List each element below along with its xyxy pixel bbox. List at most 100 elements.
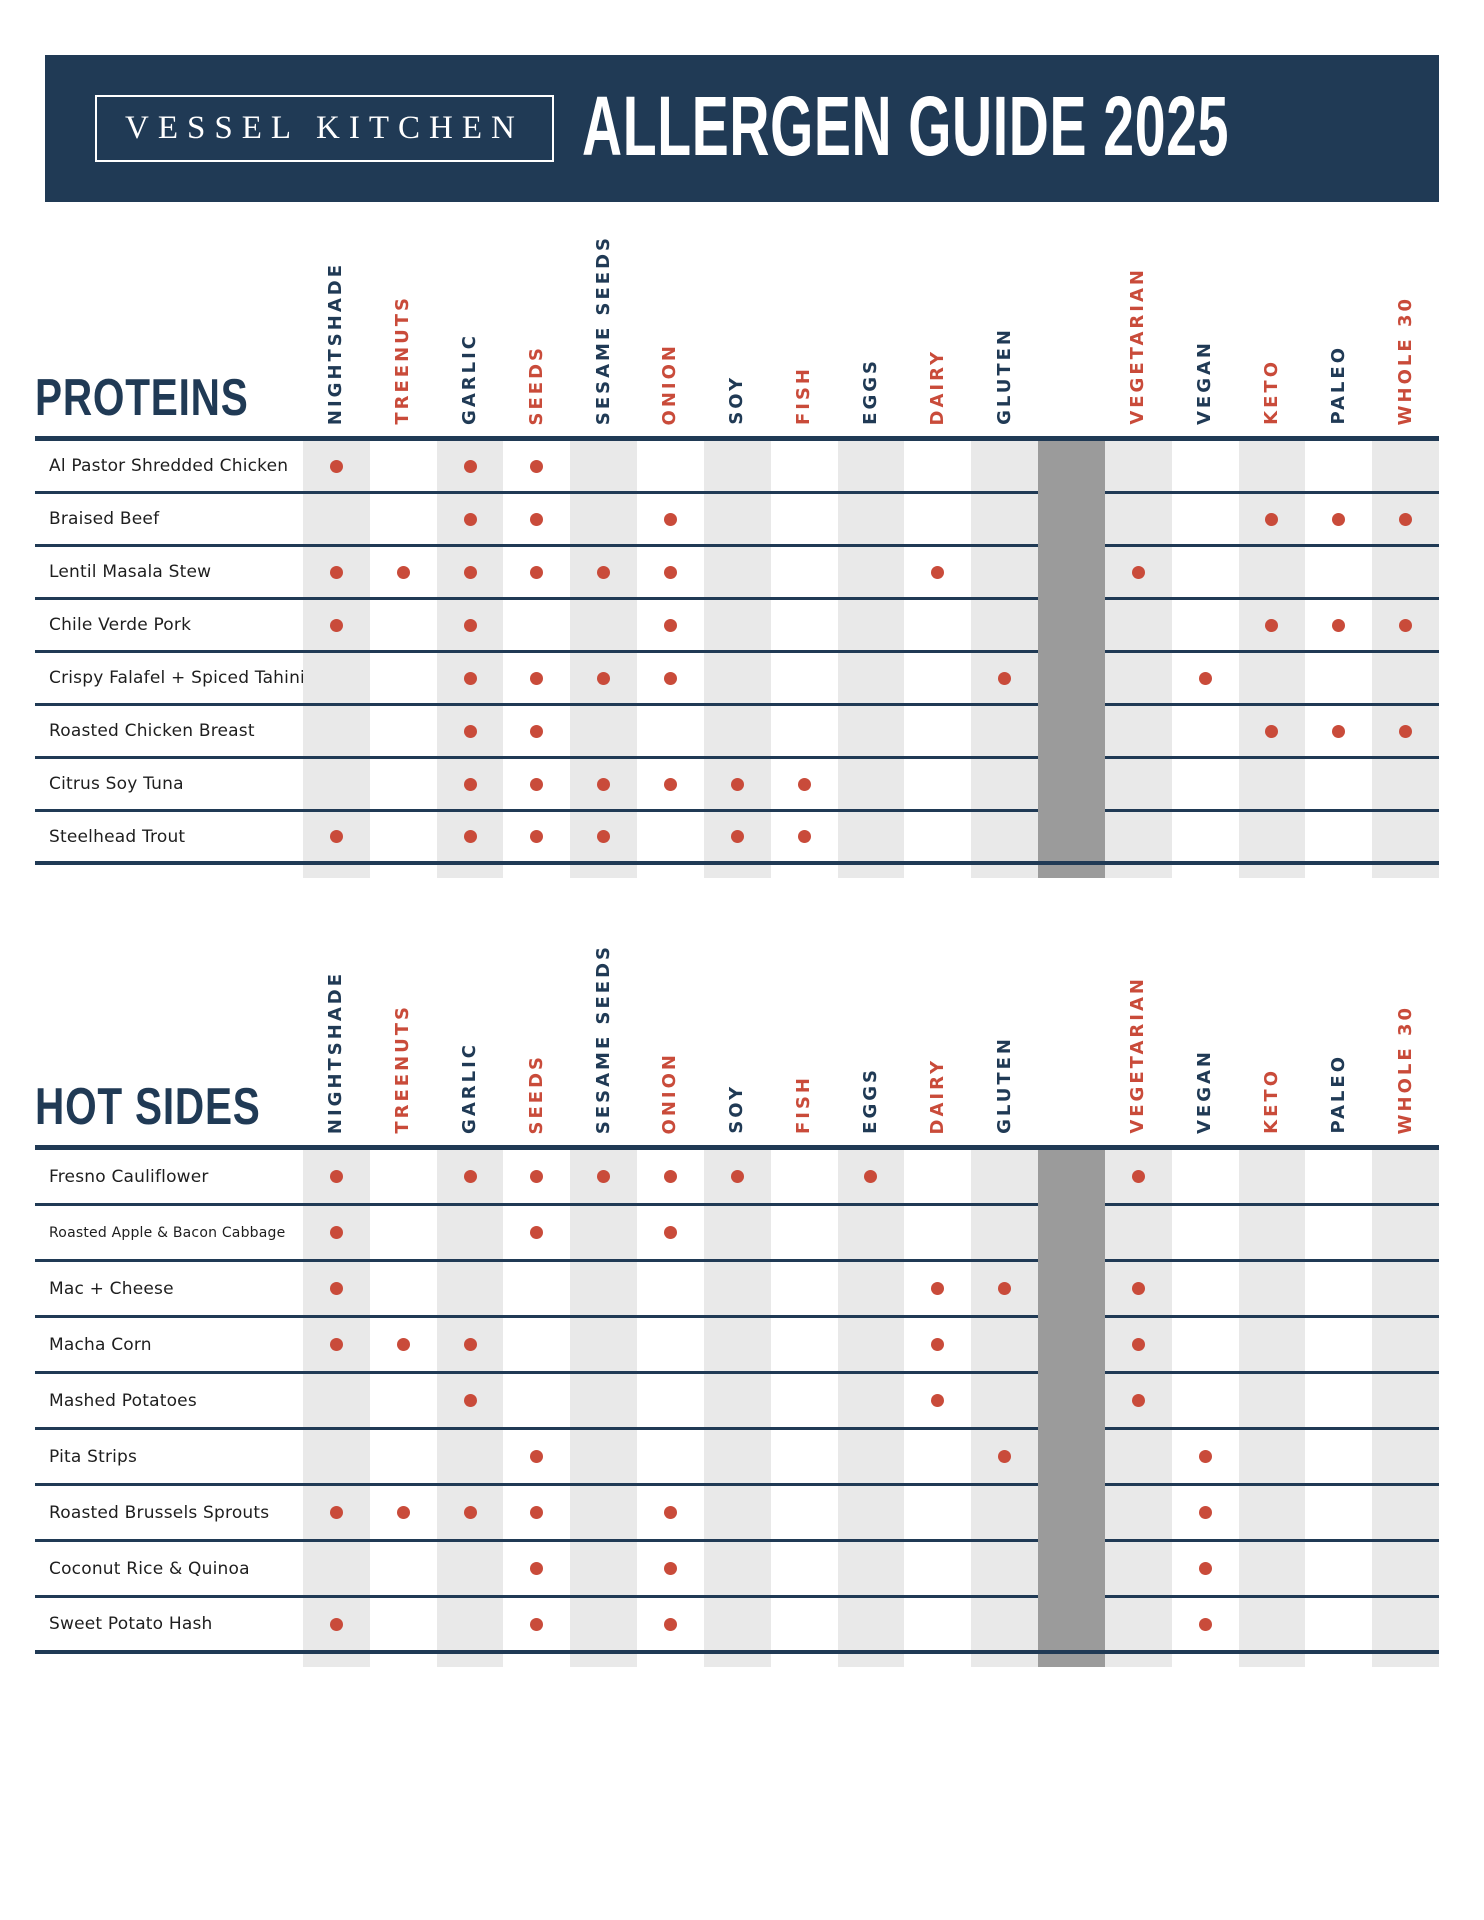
stub-cell [370,1654,437,1667]
cell-treenuts [370,1206,437,1259]
cell-sesame-seeds [570,759,638,809]
separator-column [1037,1318,1105,1374]
column-header-vegan: VEGAN [1172,203,1239,436]
cell-soy [703,706,771,756]
column-header-fish: FISH [771,203,838,436]
cell-nightshade [303,494,370,544]
column-headers-proteins: PROTEINS NIGHTSHADE TREENUTS GARLIC SEEDS SES… [35,203,1439,436]
cell-paleo [1305,494,1372,544]
cell-garlic [436,1374,504,1427]
cell-gluten [971,812,1038,861]
cell-soy [703,1206,771,1259]
mark-dot [463,671,477,685]
cell-keto [1238,1486,1306,1539]
cell-paleo [1305,1598,1372,1650]
cell-vegan [1172,1150,1239,1203]
column-header-label: GARLIC [459,333,481,425]
column-header-paleo: PALEO [1305,912,1372,1145]
cell-eggs [837,759,905,809]
separator-column [1037,1374,1105,1430]
cell-eggs [837,1150,905,1203]
cell-treenuts [370,706,437,756]
mark-dot [463,777,477,791]
mark-dot [1131,1338,1145,1351]
separator-column [1037,706,1105,759]
mark-dot [463,724,477,738]
cell-fish [771,1206,838,1259]
cell-fish [771,494,838,544]
row-label: Pita Strips [49,1446,138,1467]
separator-column-header-gap [1038,912,1105,1145]
row-label: Mac + Cheese [49,1278,174,1299]
cell-gluten [971,494,1038,544]
cell-paleo [1305,759,1372,809]
separator-column-header-gap [1038,203,1105,436]
cell-fish [771,1374,838,1427]
table-row-sweet-potato-hash: Sweet Potato Hash [35,1598,1439,1654]
mark-dot [1198,1617,1212,1631]
cell-sesame-seeds [570,547,638,597]
brand-name: VESSEL KITCHEN [125,110,524,146]
column-header-label: TREENUTS [392,295,414,425]
cell-whole-30 [1372,1430,1439,1483]
mark-dot [329,830,343,843]
cell-gluten [971,547,1038,597]
cell-garlic [436,1262,504,1315]
row-label: Fresno Cauliflower [49,1166,209,1187]
mark-dot [463,459,477,473]
table-proteins: Al Pastor Shredded Chicken Braised Beef Le… [35,436,1439,865]
cell-onion [637,1486,704,1539]
cell-paleo [1305,547,1372,597]
stub-cell [1172,1654,1239,1667]
cell-vegetarian [1104,1318,1172,1371]
cell-treenuts [370,1598,437,1650]
mark-dot [530,512,544,526]
mark-dot [1399,724,1413,738]
mark-dot [998,1282,1012,1295]
cell-fish [771,1598,838,1650]
row-label: Roasted Chicken Breast [49,721,255,741]
stub-cell [904,865,971,878]
mark-dot [530,565,544,579]
cell-garlic [436,759,504,809]
stub-cell [771,1654,838,1667]
cell-gluten [971,1486,1038,1539]
cell-garlic [436,441,504,491]
cell-gluten [971,1206,1038,1259]
cell-seeds [503,494,570,544]
mark-dot [597,777,611,791]
column-header-label: EGGS [859,1067,881,1134]
table-row-pita-strips: Pita Strips [35,1430,1439,1486]
separator-column [1037,1150,1105,1206]
cell-sesame-seeds [570,1542,638,1595]
table-row-coconut-rice-quinoa: Coconut Rice & Quinoa [35,1542,1439,1598]
table-row-mashed-potatoes: Mashed Potatoes [35,1374,1439,1430]
cell-dairy [904,1430,971,1483]
column-header-label: VEGETARIAN [1127,267,1149,425]
column-header-eggs: EGGS [838,203,905,436]
column-header-label: PALEO [1327,1054,1349,1134]
cell-nightshade [303,1318,370,1371]
section-proteins: PROTEINS NIGHTSHADE TREENUTS GARLIC SEEDS SES… [35,203,1439,878]
cell-vegetarian [1104,1374,1172,1427]
stub-cell [1372,865,1439,878]
cell-vegetarian [1104,1486,1172,1539]
cell-seeds [503,653,570,703]
cell-eggs [837,1486,905,1539]
cell-eggs [837,812,905,861]
cell-gluten [971,1318,1038,1371]
section-title-hot-sides: HOT SIDES [35,1078,261,1136]
column-header-onion: ONION [637,203,704,436]
mark-dot [530,724,544,738]
mark-dot [663,1506,677,1519]
cell-dairy [904,494,971,544]
cell-garlic [436,1150,504,1203]
column-header-label: VEGETARIAN [1127,976,1149,1134]
stub-cell [436,865,504,878]
cell-whole-30 [1372,1150,1439,1203]
column-header-eggs: EGGS [838,912,905,1145]
cell-gluten [971,600,1038,650]
cell-whole-30 [1372,759,1439,809]
stripe-stubs [35,865,1439,878]
cell-soy [703,812,771,861]
